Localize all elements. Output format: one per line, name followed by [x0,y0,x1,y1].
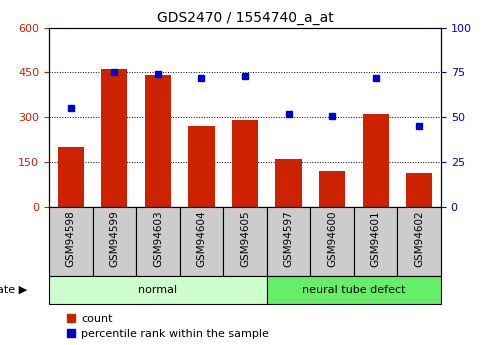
Title: GDS2470 / 1554740_a_at: GDS2470 / 1554740_a_at [157,11,333,25]
Bar [397,207,441,276]
Bar [319,171,345,207]
Text: GSM94605: GSM94605 [240,210,250,267]
Text: disease state ▶: disease state ▶ [0,285,27,295]
Bar [49,276,267,304]
Bar [363,114,389,207]
Bar [354,207,397,276]
Legend: count, percentile rank within the sample: count, percentile rank within the sample [62,309,273,344]
Bar [223,207,267,276]
Bar [406,172,432,207]
Bar [188,126,215,207]
Bar [93,207,136,276]
Bar [101,69,127,207]
Text: GSM94598: GSM94598 [66,210,76,267]
Text: GSM94601: GSM94601 [370,210,381,267]
Bar [310,207,354,276]
Text: GSM94604: GSM94604 [196,210,206,267]
Bar [275,159,302,207]
Bar [145,76,171,207]
Text: GSM94600: GSM94600 [327,210,337,267]
Text: normal: normal [138,285,177,295]
Bar [267,276,441,304]
Text: GSM94602: GSM94602 [414,210,424,267]
Text: GSM94603: GSM94603 [153,210,163,267]
Text: neural tube defect: neural tube defect [302,285,406,295]
Text: GSM94597: GSM94597 [284,210,294,267]
Bar [49,207,93,276]
Text: GSM94599: GSM94599 [109,210,120,267]
Bar [267,207,310,276]
Bar [180,207,223,276]
Bar [232,120,258,207]
Bar [136,207,180,276]
Bar [58,147,84,207]
